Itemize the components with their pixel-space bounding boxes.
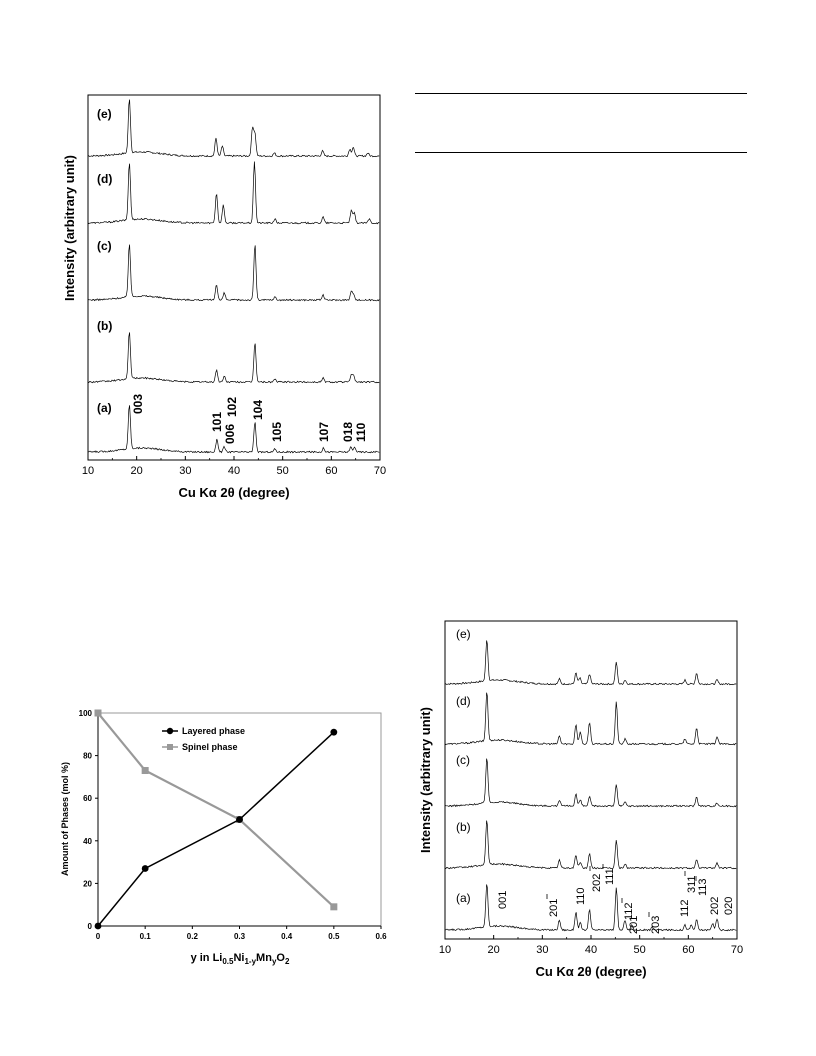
phase-y-tick-label: 100 (79, 709, 93, 718)
top-rule (415, 93, 747, 94)
phase-x-tick-label: 0.1 (140, 932, 152, 941)
phase-legend: Layered phase Spinel phase (162, 726, 245, 752)
legend-layered-label: Layered phase (182, 726, 245, 736)
xrd-bottom-series-label-c: (c) (456, 753, 470, 767)
xrd-bottom-x-tick-label: 50 (634, 944, 646, 956)
xrd-bottom-chart: 10 20 30 40 50 60 70 (e) (d) (c) (b) (a) 001 2… (418, 620, 743, 979)
phase-y-tick-label: 40 (83, 837, 92, 846)
phase-x-tick-label: 0 (96, 932, 101, 941)
xrd-top-trace-d (87, 161, 380, 225)
xrd-top-peak-label-104: 104 (251, 400, 265, 420)
phase-x-tick-label: 0.5 (328, 932, 340, 941)
xrd-top-peak-label-110: 110 (354, 422, 368, 442)
xrd-bottom-trace-b (444, 820, 737, 870)
phase-y-axis-label: Amount of Phases (mol %) (60, 762, 70, 876)
xrd-bottom-x-axis-label: Cu Kα 2θ (degree) (535, 964, 646, 979)
xrd-top-chart: 10 20 30 40 50 60 70 (e) (d) (c) (b) (a) 003 1… (62, 94, 386, 500)
xrd-top-x-tick-label: 30 (179, 465, 191, 477)
phase-x-tick-label: 0.6 (375, 932, 387, 941)
phase-point-layered (236, 816, 243, 823)
phase-x-axis-label: y in Li0.5Ni1-yMnyO2 (191, 952, 290, 966)
phase-line-spinel (97, 712, 335, 908)
xrd-bottom-x-tick-label: 30 (536, 944, 548, 956)
phase-point-layered (141, 865, 149, 872)
phase-point-layered (330, 728, 338, 736)
xrd-bottom-peak-label-020: 020 (723, 897, 735, 915)
xrd-bottom-peak-label-201b: 201 (628, 916, 640, 934)
xrd-top-peak-label-105: 105 (270, 422, 284, 442)
xrd-top-x-tick-label: 10 (82, 465, 94, 477)
phase-y-tick-label: 0 (88, 922, 93, 931)
phase-x-tick-label: 0.2 (187, 932, 199, 941)
legend-spinel-label: Spinel phase (182, 742, 238, 752)
xrd-bottom-trace-c (444, 758, 737, 808)
xrd-bottom-peak-label-201a: 201 (548, 899, 560, 917)
phase-point-spinel (330, 903, 338, 911)
phase-line-layered (97, 731, 335, 927)
xrd-bottom-series-label-a: (a) (456, 891, 471, 905)
xrd-bottom-peak-label-311: 311 (686, 875, 698, 893)
xrd-bottom-x-tick-label: 40 (585, 944, 597, 956)
xrd-top-peak-label-018: 018 (341, 422, 355, 442)
xrd-bottom-trace-d (444, 692, 737, 746)
xrd-bottom-peak-label-110: 110 (575, 887, 587, 905)
xrd-top-series-label-e: (e) (97, 107, 112, 121)
phase-x-tick-label: 0.3 (234, 932, 246, 941)
xrd-top-peak-label-107: 107 (317, 422, 331, 442)
xrd-bottom-peak-label-203: 203 (650, 916, 662, 934)
bottom-rule (415, 152, 747, 153)
phase-chart: 0 20 40 60 80 100 0 0.1 0.2 0.3 0.4 0.5 0.6 Layered … (60, 709, 387, 966)
xrd-bottom-x-tick-label: 10 (439, 944, 451, 956)
xrd-bottom-peak-label-112a: 112 (623, 902, 635, 920)
xrd-bottom-trace-a (444, 884, 737, 932)
xrd-top-series-group (87, 99, 380, 454)
xrd-top-peak-label-102: 102 (225, 397, 239, 417)
xrd-top-series-label-b: (b) (97, 319, 112, 333)
xrd-top-series-label-d: (d) (97, 172, 112, 186)
xrd-top-x-tick-label: 70 (374, 465, 386, 477)
xrd-bottom-peak-label-001: 001 (497, 891, 509, 909)
xrd-bottom-peak-label-202a: 202 (591, 874, 603, 892)
xrd-top-x-tick-label: 20 (131, 465, 143, 477)
xrd-bottom-series-label-b: (b) (456, 820, 471, 834)
phase-y-tick-label: 80 (83, 752, 92, 761)
xrd-top-series-label-a: (a) (97, 401, 112, 415)
xrd-top-peak-label-006: 006 (223, 424, 237, 444)
xrd-top-trace-a (87, 405, 380, 454)
xrd-top-series-label-c: (c) (97, 239, 112, 253)
xrd-bottom-series-group (444, 640, 737, 932)
xrd-bottom-x-tick-label: 70 (731, 944, 743, 956)
xrd-top-x-axis-label: Cu Kα 2θ (degree) (178, 485, 289, 500)
xrd-bottom-x-ticks: 10 20 30 40 50 60 70 (439, 935, 743, 956)
phase-x-tick-label: 0.4 (281, 932, 293, 941)
xrd-top-x-tick-label: 50 (277, 465, 289, 477)
xrd-top-x-ticks: 10 20 30 40 50 60 70 (82, 456, 386, 477)
xrd-top-trace-b (87, 332, 380, 384)
xrd-top-trace-c (87, 244, 380, 302)
xrd-bottom-series-label-d: (d) (456, 694, 471, 708)
phase-point-layered (94, 922, 102, 930)
xrd-top-x-tick-label: 60 (325, 465, 337, 477)
phase-axis-ticks: 0 20 40 60 80 100 0 0.1 0.2 0.3 0.4 0.5 0.6 (79, 709, 387, 941)
xrd-bottom-trace-e (444, 640, 737, 686)
phase-point-spinel (141, 767, 149, 775)
xrd-bottom-peak-label-112b: 112 (679, 899, 691, 917)
xrd-top-y-axis-label: Intensity (arbitrary unit) (62, 155, 77, 301)
xrd-bottom-peak-label-113: 113 (697, 878, 709, 896)
xrd-top-x-tick-label: 40 (228, 465, 240, 477)
phase-series-group (94, 709, 338, 930)
xrd-bottom-y-axis-label: Intensity (arbitrary unit) (418, 707, 433, 853)
xrd-bottom-peak-label-111: 111 (604, 868, 616, 885)
phase-y-tick-label: 60 (83, 794, 92, 803)
xrd-bottom-peak-label-202b: 202 (709, 897, 721, 915)
phase-y-tick-label: 20 (83, 879, 92, 888)
xrd-bottom-series-label-e: (e) (456, 627, 471, 641)
xrd-top-trace-e (87, 99, 380, 158)
xrd-bottom-x-tick-label: 20 (488, 944, 500, 956)
phase-point-spinel (94, 709, 102, 717)
xrd-bottom-x-tick-label: 60 (682, 944, 694, 956)
xrd-top-peak-label-003: 003 (131, 394, 145, 414)
xrd-top-peak-label-101: 101 (210, 412, 224, 432)
